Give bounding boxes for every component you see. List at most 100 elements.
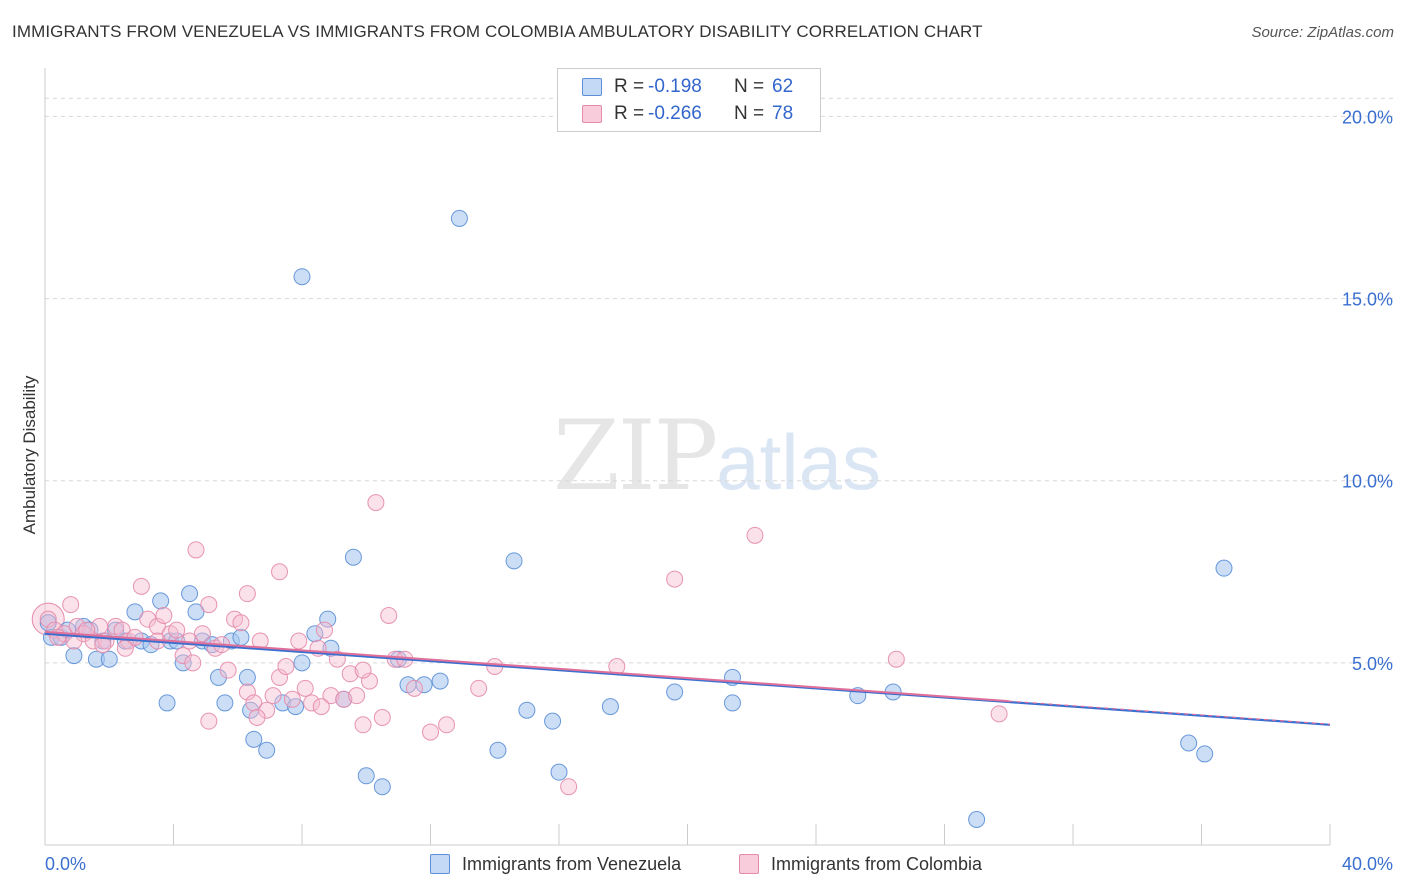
venezuela-point — [1215, 559, 1233, 577]
venezuela-point — [415, 676, 433, 694]
venezuela-point — [158, 694, 176, 712]
colombia-point — [746, 526, 764, 544]
venezuela-point — [174, 654, 192, 672]
legend-swatch-colombia — [582, 105, 602, 123]
colombia-point — [184, 654, 202, 672]
colombia-point — [405, 679, 423, 697]
venezuela-point — [65, 647, 83, 665]
venezuela-point — [373, 778, 391, 796]
colombia-point — [245, 694, 263, 712]
venezuela-point — [550, 763, 568, 781]
colombia-point — [283, 690, 301, 708]
venezuela-point — [126, 603, 144, 621]
bottom-legend-venezuela: Immigrants from Venezuela — [430, 851, 681, 877]
colombia-point — [258, 701, 276, 719]
venezuela-point — [319, 610, 337, 628]
venezuela-point — [1196, 745, 1214, 763]
colombia-point — [116, 639, 134, 657]
venezuela-point — [306, 625, 324, 643]
venezuela-trend-line-extension — [1008, 700, 1331, 726]
colombia-point — [354, 716, 372, 734]
colombia-point — [315, 621, 333, 639]
venezuela-point — [518, 701, 536, 719]
bottom-legend-label-colombia: Immigrants from Colombia — [771, 853, 983, 874]
colombia-point — [303, 694, 321, 712]
colombia-point — [887, 650, 905, 668]
venezuela-point — [450, 209, 468, 227]
colombia-point — [200, 712, 218, 730]
legend-row-colombia: R = -0.266 N = 78 — [582, 101, 793, 127]
colombia-point — [360, 672, 378, 690]
colombia-point — [193, 625, 211, 643]
venezuela-point — [232, 628, 250, 646]
y-axis-label: Ambulatory Disability — [20, 375, 39, 534]
colombia-point — [174, 647, 192, 665]
colombia-point — [264, 687, 282, 705]
colombia-point — [290, 632, 308, 650]
colombia-point — [312, 698, 330, 716]
colombia-point — [155, 607, 173, 624]
colombia-point — [132, 577, 150, 595]
colombia-point — [367, 494, 385, 512]
venezuela-point — [152, 592, 170, 610]
colombia-point — [232, 614, 250, 632]
colombia-point — [238, 585, 256, 603]
colombia-point — [62, 596, 80, 614]
legend-r-value: -0.266 — [648, 103, 702, 124]
legend-r-label: R = — [614, 103, 645, 124]
colombia-trend-line-dashed — [1008, 700, 1331, 725]
venezuela-point — [245, 730, 263, 748]
venezuela-point — [293, 268, 311, 286]
legend-row-venezuela: R = -0.198 N = 62 — [582, 74, 793, 100]
colombia-point — [470, 679, 488, 697]
bottom-legend-swatch-colombia — [739, 854, 759, 874]
colombia-point — [139, 610, 157, 628]
colombia-point — [560, 778, 578, 796]
stats-legend: R = -0.198 N = 62 R = -0.266 N = 78 — [557, 68, 821, 132]
colombia-point — [335, 690, 353, 708]
colombia-point — [168, 621, 186, 639]
colombia-point — [296, 679, 314, 697]
colombia-point — [666, 570, 684, 588]
watermark: ZIPatlas — [553, 400, 881, 512]
y-tick-label: 10.0% — [1342, 472, 1393, 492]
venezuela-point — [100, 650, 118, 668]
colombia-point — [354, 661, 372, 679]
colombia-point — [277, 658, 295, 675]
venezuela-point — [293, 654, 311, 672]
venezuela-point — [216, 694, 234, 712]
colombia-point — [990, 705, 1008, 723]
colombia-point — [380, 607, 398, 624]
legend-n-label: N = — [734, 103, 765, 124]
colombia-point — [373, 709, 391, 726]
y-tick-label: 15.0% — [1342, 290, 1393, 310]
x-tick-label: 40.0% — [1342, 854, 1393, 874]
colombia-point — [271, 668, 289, 686]
venezuela-point — [666, 683, 684, 701]
colombia-point — [348, 687, 366, 705]
watermark-zip: ZIP — [553, 400, 718, 512]
legend-swatch-venezuela — [582, 78, 602, 96]
venezuela-point — [357, 767, 375, 785]
y-tick-label: 5.0% — [1352, 654, 1393, 674]
chart-title: IMMIGRANTS FROM VENEZUELA VS IMMIGRANTS … — [12, 22, 983, 41]
venezuela-point — [344, 548, 362, 566]
venezuela-trend-line — [44, 632, 1009, 704]
watermark-atlas: atlas — [716, 418, 881, 506]
venezuela-point — [723, 694, 741, 712]
venezuela-point — [181, 585, 199, 603]
colombia-point — [238, 683, 256, 701]
bottom-legend-colombia: Immigrants from Colombia — [739, 851, 982, 877]
venezuela-point — [187, 603, 205, 621]
colombia-point — [187, 541, 205, 559]
venezuela-point — [209, 668, 227, 686]
colombia-point — [148, 617, 166, 635]
venezuela-point — [544, 712, 562, 730]
colombia-point — [438, 716, 456, 734]
colombia-point — [200, 596, 218, 614]
venezuela-point — [489, 741, 507, 759]
colombia-point — [341, 665, 359, 683]
venezuela-point — [431, 672, 449, 690]
bottom-legend-label-venezuela: Immigrants from Venezuela — [462, 853, 682, 874]
